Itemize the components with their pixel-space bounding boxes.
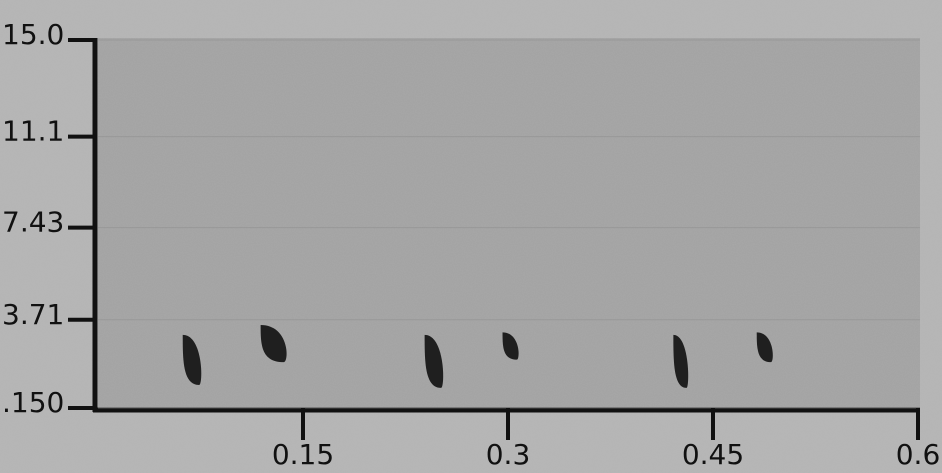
y-tick-label: 15.0 [2,18,64,51]
syllable [756,332,773,363]
syllable [673,334,689,388]
y-tick-label: 11.1 [2,115,64,148]
x-tick-label: 0.3 [486,438,531,471]
syllable [502,332,519,360]
x-tick-label: 0.15 [272,438,334,471]
y-tick-label: .150 [2,386,64,419]
axes: .150 3.71 7.43 11.1 15.0 0.15 0.3 0.45 0.6 [2,18,940,471]
syllable [424,334,444,388]
marks [182,324,773,388]
x-tick-label: 0.6 [896,438,941,471]
syllable [260,324,287,363]
y-tick-label: 7.43 [2,206,64,239]
y-tick-label: 3.71 [2,298,64,331]
syllable [182,334,202,385]
x-tick-label: 0.45 [682,438,744,471]
